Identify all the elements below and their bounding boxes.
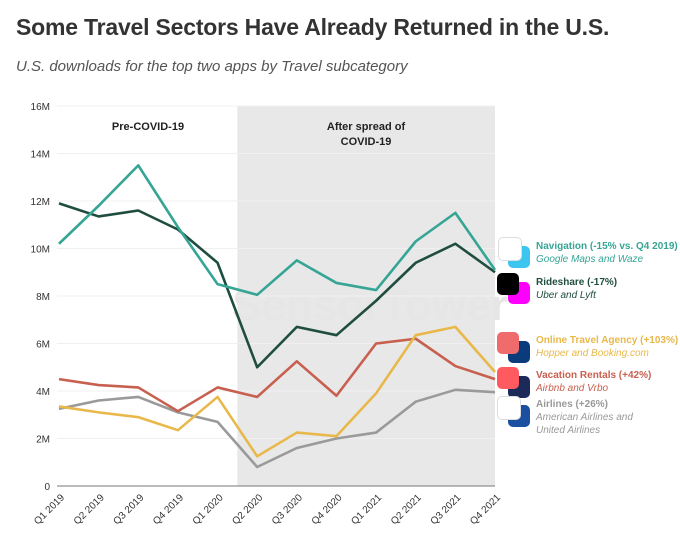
x-tick-label: Q4 2019 xyxy=(151,492,186,527)
y-tick-label: 2M xyxy=(36,435,50,446)
y-tick-label: 4M xyxy=(36,387,50,398)
y-tick-label: 12M xyxy=(31,197,50,208)
annotation-pre-covid: Pre-COVID-19 xyxy=(112,121,184,133)
y-tick-label: 14M xyxy=(31,150,50,161)
chart-subtitle: U.S. downloads for the top two apps by T… xyxy=(16,58,408,75)
legend-vacation-rentals: Vacation Rentals (+42%) Airbnb and Vrbo xyxy=(536,370,652,394)
y-tick-label: 10M xyxy=(31,245,50,256)
x-tick-label: Q3 2021 xyxy=(429,492,464,527)
x-tick-label: Q2 2019 xyxy=(72,492,107,527)
annotation-after-covid: After spread of xyxy=(327,121,406,133)
x-tick-label: Q1 2021 xyxy=(349,492,384,527)
series-line-vacation xyxy=(58,337,496,413)
american-airlines-icon xyxy=(497,396,521,420)
legend-navigation: Navigation (-15% vs. Q4 2019) Google Maps… xyxy=(536,241,678,265)
x-tick-label: Q4 2020 xyxy=(310,492,345,527)
series-line-rideshare xyxy=(58,202,496,369)
x-tick-label: Q3 2019 xyxy=(111,492,146,527)
legend-ota: Online Travel Agency (+103%) Hopper and B… xyxy=(536,335,679,359)
annotation-after-covid-line2: COVID-19 xyxy=(341,136,392,148)
legend-airlines: Airlines (+26%) American Airlines and Uni… xyxy=(536,399,633,436)
x-tick-label: Q2 2021 xyxy=(389,492,424,527)
airbnb-icon xyxy=(497,367,519,389)
uber-icon xyxy=(497,273,519,295)
y-tick-label: 0 xyxy=(44,482,50,493)
series-line-airlines xyxy=(58,388,496,469)
x-tick-label: Q1 2020 xyxy=(191,492,226,527)
x-tick-label: Q1 2019 xyxy=(32,492,67,527)
x-tick-label: Q2 2020 xyxy=(230,492,265,527)
y-tick-label: 16M xyxy=(31,102,50,113)
x-tick-label: Q3 2020 xyxy=(270,492,305,527)
y-tick-label: 6M xyxy=(36,340,50,351)
x-tick-label: Q4 2021 xyxy=(468,492,503,527)
google-maps-icon xyxy=(498,237,522,261)
legend-rideshare: Rideshare (-17%) Uber and Lyft xyxy=(536,277,618,301)
chart-title: Some Travel Sectors Have Already Returne… xyxy=(16,14,610,40)
hopper-icon xyxy=(497,332,519,354)
series-line-navigation xyxy=(58,164,497,297)
series-line-online xyxy=(58,325,496,458)
y-tick-label: 8M xyxy=(36,292,50,303)
